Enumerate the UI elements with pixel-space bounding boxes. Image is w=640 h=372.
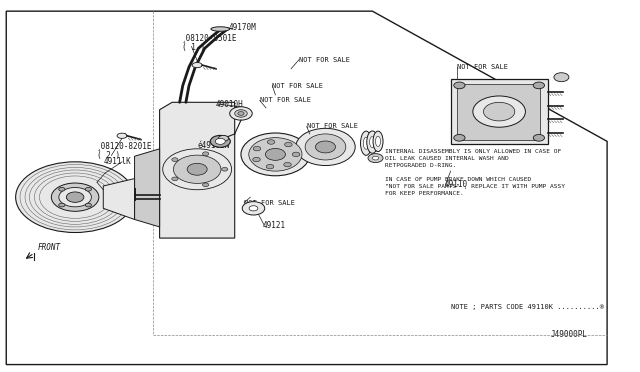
Circle shape: [372, 156, 379, 160]
Circle shape: [242, 202, 265, 215]
Circle shape: [483, 102, 515, 121]
Circle shape: [85, 203, 92, 207]
Text: 4911lK: 4911lK: [103, 157, 131, 166]
Circle shape: [59, 187, 65, 191]
Circle shape: [249, 206, 258, 211]
Text: J49000PL: J49000PL: [551, 330, 588, 339]
Circle shape: [51, 183, 99, 211]
Text: INTERNAL DISASSEMBLY IS ONLY ALLOWED IN CASE OF
OIL LEAK CAUSED INTERNAL WASH AN: INTERNAL DISASSEMBLY IS ONLY ALLOWED IN …: [385, 149, 565, 196]
Circle shape: [187, 163, 207, 175]
Text: 49121: 49121: [263, 221, 286, 230]
Circle shape: [85, 187, 92, 191]
Bar: [457, 84, 540, 140]
Ellipse shape: [241, 133, 310, 176]
Circle shape: [202, 183, 209, 187]
Ellipse shape: [369, 137, 375, 148]
Circle shape: [253, 157, 260, 162]
Text: é49162N: é49162N: [197, 141, 230, 150]
Ellipse shape: [364, 137, 369, 149]
Text: 49170M: 49170M: [228, 23, 256, 32]
Ellipse shape: [376, 136, 381, 147]
Circle shape: [266, 148, 285, 160]
Ellipse shape: [249, 138, 302, 171]
Circle shape: [266, 164, 274, 169]
Circle shape: [230, 107, 252, 120]
Circle shape: [67, 192, 84, 202]
Circle shape: [238, 112, 244, 115]
Text: NOT FOR SALE: NOT FOR SALE: [244, 200, 295, 206]
Ellipse shape: [305, 134, 346, 160]
Ellipse shape: [211, 27, 230, 31]
Circle shape: [172, 177, 178, 181]
Bar: [451, 79, 548, 144]
Ellipse shape: [373, 131, 383, 152]
Text: FRONT: FRONT: [38, 243, 61, 252]
Text: NOT FOR SALE: NOT FOR SALE: [272, 83, 323, 89]
Circle shape: [284, 163, 291, 167]
Ellipse shape: [296, 128, 355, 166]
Polygon shape: [6, 11, 607, 365]
Circle shape: [15, 162, 134, 232]
Circle shape: [202, 152, 209, 155]
Text: ¸08120-8501E
( 1 ): ¸08120-8501E ( 1 ): [182, 33, 237, 52]
Circle shape: [253, 147, 260, 151]
Ellipse shape: [360, 131, 372, 155]
Polygon shape: [134, 149, 159, 227]
Text: 49010H: 49010H: [216, 100, 244, 109]
Circle shape: [163, 149, 232, 190]
Circle shape: [172, 158, 178, 161]
Text: NOT FOR SALE: NOT FOR SALE: [285, 148, 336, 154]
Circle shape: [215, 138, 225, 144]
Text: NOT FOR SALE: NOT FOR SALE: [307, 124, 358, 129]
Text: NOTE ; PARTS CODE 49110K ..........®: NOTE ; PARTS CODE 49110K ..........®: [451, 304, 604, 310]
Ellipse shape: [117, 133, 127, 138]
Text: 49110: 49110: [444, 180, 467, 189]
Circle shape: [221, 167, 228, 171]
Circle shape: [235, 110, 247, 117]
Text: ¸08120-8201E
( 2 ): ¸08120-8201E ( 2 ): [97, 141, 152, 160]
Circle shape: [533, 82, 545, 89]
Circle shape: [368, 154, 383, 163]
Circle shape: [292, 152, 300, 157]
Text: NOT FOR SALE: NOT FOR SALE: [299, 57, 350, 62]
Circle shape: [316, 141, 335, 153]
Circle shape: [218, 135, 228, 141]
Text: NOT FOR SALE: NOT FOR SALE: [260, 97, 311, 103]
Circle shape: [454, 82, 465, 89]
Circle shape: [173, 155, 221, 183]
Polygon shape: [159, 102, 235, 238]
Circle shape: [211, 135, 230, 147]
Ellipse shape: [192, 62, 202, 68]
Circle shape: [554, 73, 569, 82]
Text: NOT FOR SALE: NOT FOR SALE: [457, 64, 508, 70]
Circle shape: [454, 135, 465, 141]
Circle shape: [59, 203, 65, 207]
Circle shape: [285, 142, 292, 147]
Circle shape: [533, 135, 545, 141]
Circle shape: [473, 96, 525, 127]
Circle shape: [59, 187, 92, 207]
Polygon shape: [103, 179, 134, 219]
Circle shape: [268, 140, 275, 144]
Ellipse shape: [367, 131, 378, 153]
